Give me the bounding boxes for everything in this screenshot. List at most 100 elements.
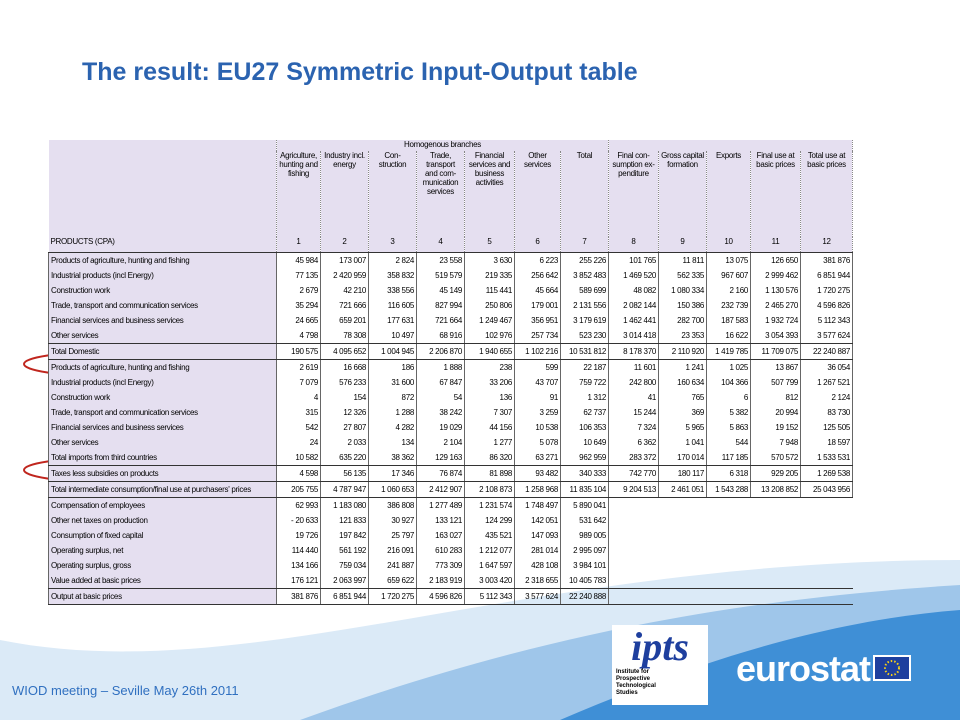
column-number: 3 <box>368 237 417 253</box>
table-row: Consumption of fixed capital 19 726 197 84… <box>48 528 853 543</box>
cell: 16 622 <box>706 328 751 344</box>
cell: 176 121 <box>276 573 321 589</box>
cell: 6 223 <box>514 252 561 268</box>
cell: 599 <box>514 359 561 375</box>
cell: 7 079 <box>276 375 321 390</box>
cell: 721 666 <box>320 298 369 313</box>
cell: 1 748 497 <box>514 497 561 513</box>
row-label: Total intermediate consumption/final use… <box>48 481 277 498</box>
table-row: Trade, transport and communication servi… <box>48 298 853 313</box>
empty-cell <box>751 513 801 528</box>
cell: 9 204 513 <box>608 481 659 498</box>
row-label: Compensation of employees <box>48 497 277 513</box>
cell: 1 025 <box>706 359 751 375</box>
cell: 381 876 <box>800 252 853 268</box>
cell: 56 135 <box>320 465 369 482</box>
cell: 256 642 <box>514 268 561 283</box>
cell: 173 007 <box>320 252 369 268</box>
row-label: Taxes less subsidies on products <box>48 465 277 482</box>
cell: 1 932 724 <box>750 313 801 328</box>
row-label: Other net taxes on production <box>48 513 277 528</box>
cell: 340 333 <box>560 465 609 482</box>
cell: 20 994 <box>750 405 801 420</box>
cell: 1 543 288 <box>706 481 751 498</box>
empty-cell <box>609 528 659 543</box>
empty-cell <box>609 543 659 558</box>
cell: 2 183 919 <box>416 573 465 589</box>
cell: 17 346 <box>368 465 417 482</box>
cell: 77 135 <box>276 268 321 283</box>
cell: 10 538 <box>514 420 561 435</box>
cell: 2 999 462 <box>750 268 801 283</box>
cell: 36 054 <box>800 359 853 375</box>
cell: 81 898 <box>464 465 515 482</box>
cell: 117 185 <box>706 450 751 466</box>
row-label: Other services <box>48 435 277 450</box>
table-row: Value added at basic prices 176 121 2 063 … <box>48 573 853 589</box>
column-header: Other services <box>514 151 561 237</box>
row-label: Financial services and business services <box>48 420 277 435</box>
table-row: Products of agriculture, hunting and fis… <box>48 359 853 375</box>
empty-cell <box>751 543 801 558</box>
cell: 22 187 <box>560 359 609 375</box>
column-number: 7 <box>560 237 609 253</box>
cell: 659 201 <box>320 313 369 328</box>
header-cell <box>608 140 853 151</box>
table-row: Operating surplus, net 114 440 561 192 216 … <box>48 543 853 558</box>
cell: 2 063 997 <box>320 573 369 589</box>
cell: 3 259 <box>514 405 561 420</box>
cell: 250 806 <box>464 298 515 313</box>
header-cell <box>48 140 277 151</box>
cell: 507 799 <box>750 375 801 390</box>
empty-cell <box>608 588 659 605</box>
cell: 242 800 <box>608 375 659 390</box>
cell: 544 <box>706 435 751 450</box>
header-row: Homogenous branches <box>48 140 853 151</box>
cell: 929 205 <box>750 465 801 482</box>
row-label: Construction work <box>48 283 277 298</box>
column-numbers-label: PRODUCTS (CPA) <box>48 237 277 253</box>
cell: 2 033 <box>320 435 369 450</box>
empty-cell <box>659 498 707 514</box>
cell: 1 212 077 <box>464 543 515 558</box>
cell: 2 412 907 <box>416 481 465 498</box>
empty-cell <box>706 573 751 589</box>
column-header: Final use at basic prices <box>750 151 801 237</box>
cell: 114 440 <box>276 543 321 558</box>
cell: 147 093 <box>514 528 561 543</box>
cell: 142 051 <box>514 513 561 528</box>
cell: 962 959 <box>560 450 609 466</box>
cell: 369 <box>658 405 707 420</box>
cell: 101 765 <box>608 252 659 268</box>
cell: 43 707 <box>514 375 561 390</box>
cell: 2 206 870 <box>416 343 465 360</box>
cell: 589 699 <box>560 283 609 298</box>
cell: 31 600 <box>368 375 417 390</box>
group-header: Homogenous branches <box>276 140 609 151</box>
cell: 2 082 144 <box>608 298 659 313</box>
cell: 2 124 <box>800 390 853 405</box>
cell: 2 824 <box>368 252 417 268</box>
io-table: Homogenous branches Agriculture, hunting … <box>48 140 853 605</box>
cell: 386 808 <box>368 497 417 513</box>
cell: 41 <box>608 390 659 405</box>
empty-cell <box>801 528 853 543</box>
cell: 86 320 <box>464 450 515 466</box>
cell: 1 888 <box>416 359 465 375</box>
empty-cell <box>801 513 853 528</box>
cell: 12 326 <box>320 405 369 420</box>
cell: 45 984 <box>276 252 321 268</box>
cell: 1 267 521 <box>800 375 853 390</box>
cell: 257 734 <box>514 328 561 344</box>
cell: 150 386 <box>658 298 707 313</box>
cell: 62 737 <box>560 405 609 420</box>
cell: 1 241 <box>658 359 707 375</box>
cell: 519 579 <box>416 268 465 283</box>
cell: 13 075 <box>706 252 751 268</box>
cell: 2 104 <box>416 435 465 450</box>
cell: 25 043 956 <box>800 481 853 498</box>
cell: 19 029 <box>416 420 465 435</box>
column-header: Total <box>560 151 609 237</box>
cell: 2 131 556 <box>560 298 609 313</box>
slide-title: The result: EU27 Symmetric Input-Output … <box>82 58 638 86</box>
